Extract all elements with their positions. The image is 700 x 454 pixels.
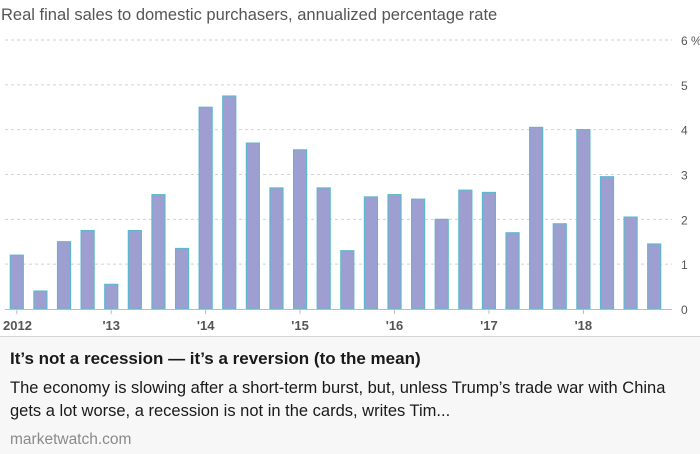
x-axis-ticks: 2012 '13 '14 '15 '16 '17 '18 [3,309,592,333]
bar-2016Q3 [434,218,449,310]
x-tick-label: '18 [575,318,593,333]
y-axis-ticks: 0 1 2 3 4 5 6 % [681,34,700,317]
bar-2018Q4 [647,243,662,310]
bar-2013Q3 [151,194,166,310]
bar-2015Q1 [292,149,308,310]
bar-2018Q2 [599,176,615,310]
bar-2012Q2 [33,290,48,310]
bar-2014Q2 [222,95,237,310]
bar-2013Q1 [104,283,119,310]
bar-2012Q3 [56,241,72,310]
bar-2017Q2 [505,232,520,310]
bar-2018Q1 [576,129,591,310]
article-summary: The economy is slowing after a short-ter… [10,379,666,420]
bar-2016Q2 [411,198,426,310]
bar-chart: Real final sales to domestic purchasers,… [1,6,700,333]
bar-2016Q4 [458,189,473,310]
divider [0,336,700,337]
bar-2014Q1 [198,106,213,310]
bar-2015Q2 [316,187,331,310]
y-tick-label: 1 [681,258,688,272]
bar-2017Q4 [552,223,567,310]
bar-2012Q4 [80,229,95,310]
y-tick-label: 3 [681,169,688,183]
x-tick-label: '17 [480,318,498,333]
bar-2013Q4 [174,247,190,310]
bar-2015Q4 [363,196,379,310]
x-tick-label: '13 [102,318,120,333]
chart-image: Real final sales to domestic purchasers,… [1,6,700,333]
x-tick-label: '15 [291,318,309,333]
bar-2014Q3 [245,142,260,310]
x-tick-label: '14 [197,318,215,333]
article-headline[interactable]: It’s not a recession — it’s a reversion … [10,349,421,368]
bar-2017Q3 [529,126,544,310]
bar-2015Q3 [340,250,355,310]
chart-title: Real final sales to domestic purchasers,… [1,6,497,24]
bar-2012Q1 [9,254,24,310]
bar-2018Q3 [623,216,638,310]
bars [5,95,672,310]
y-tick-label: 2 [681,213,688,227]
y-tick-label: 5 [681,79,688,93]
y-tick-label: 6 % [681,34,700,48]
bar-2014Q4 [269,187,284,310]
bar-2017Q1 [481,191,497,310]
x-tick-label: '16 [386,318,404,333]
y-tick-label: 4 [681,124,688,138]
article-caption[interactable]: It’s not a recession — it’s a reversion … [0,337,700,454]
bar-2013Q2 [127,229,142,310]
bar-2016Q1 [387,194,402,310]
gridlines [5,39,672,265]
source-domain: marketwatch.com [10,431,132,448]
y-tick-label: 0 [681,303,688,317]
x-tick-label: 2012 [3,318,32,333]
